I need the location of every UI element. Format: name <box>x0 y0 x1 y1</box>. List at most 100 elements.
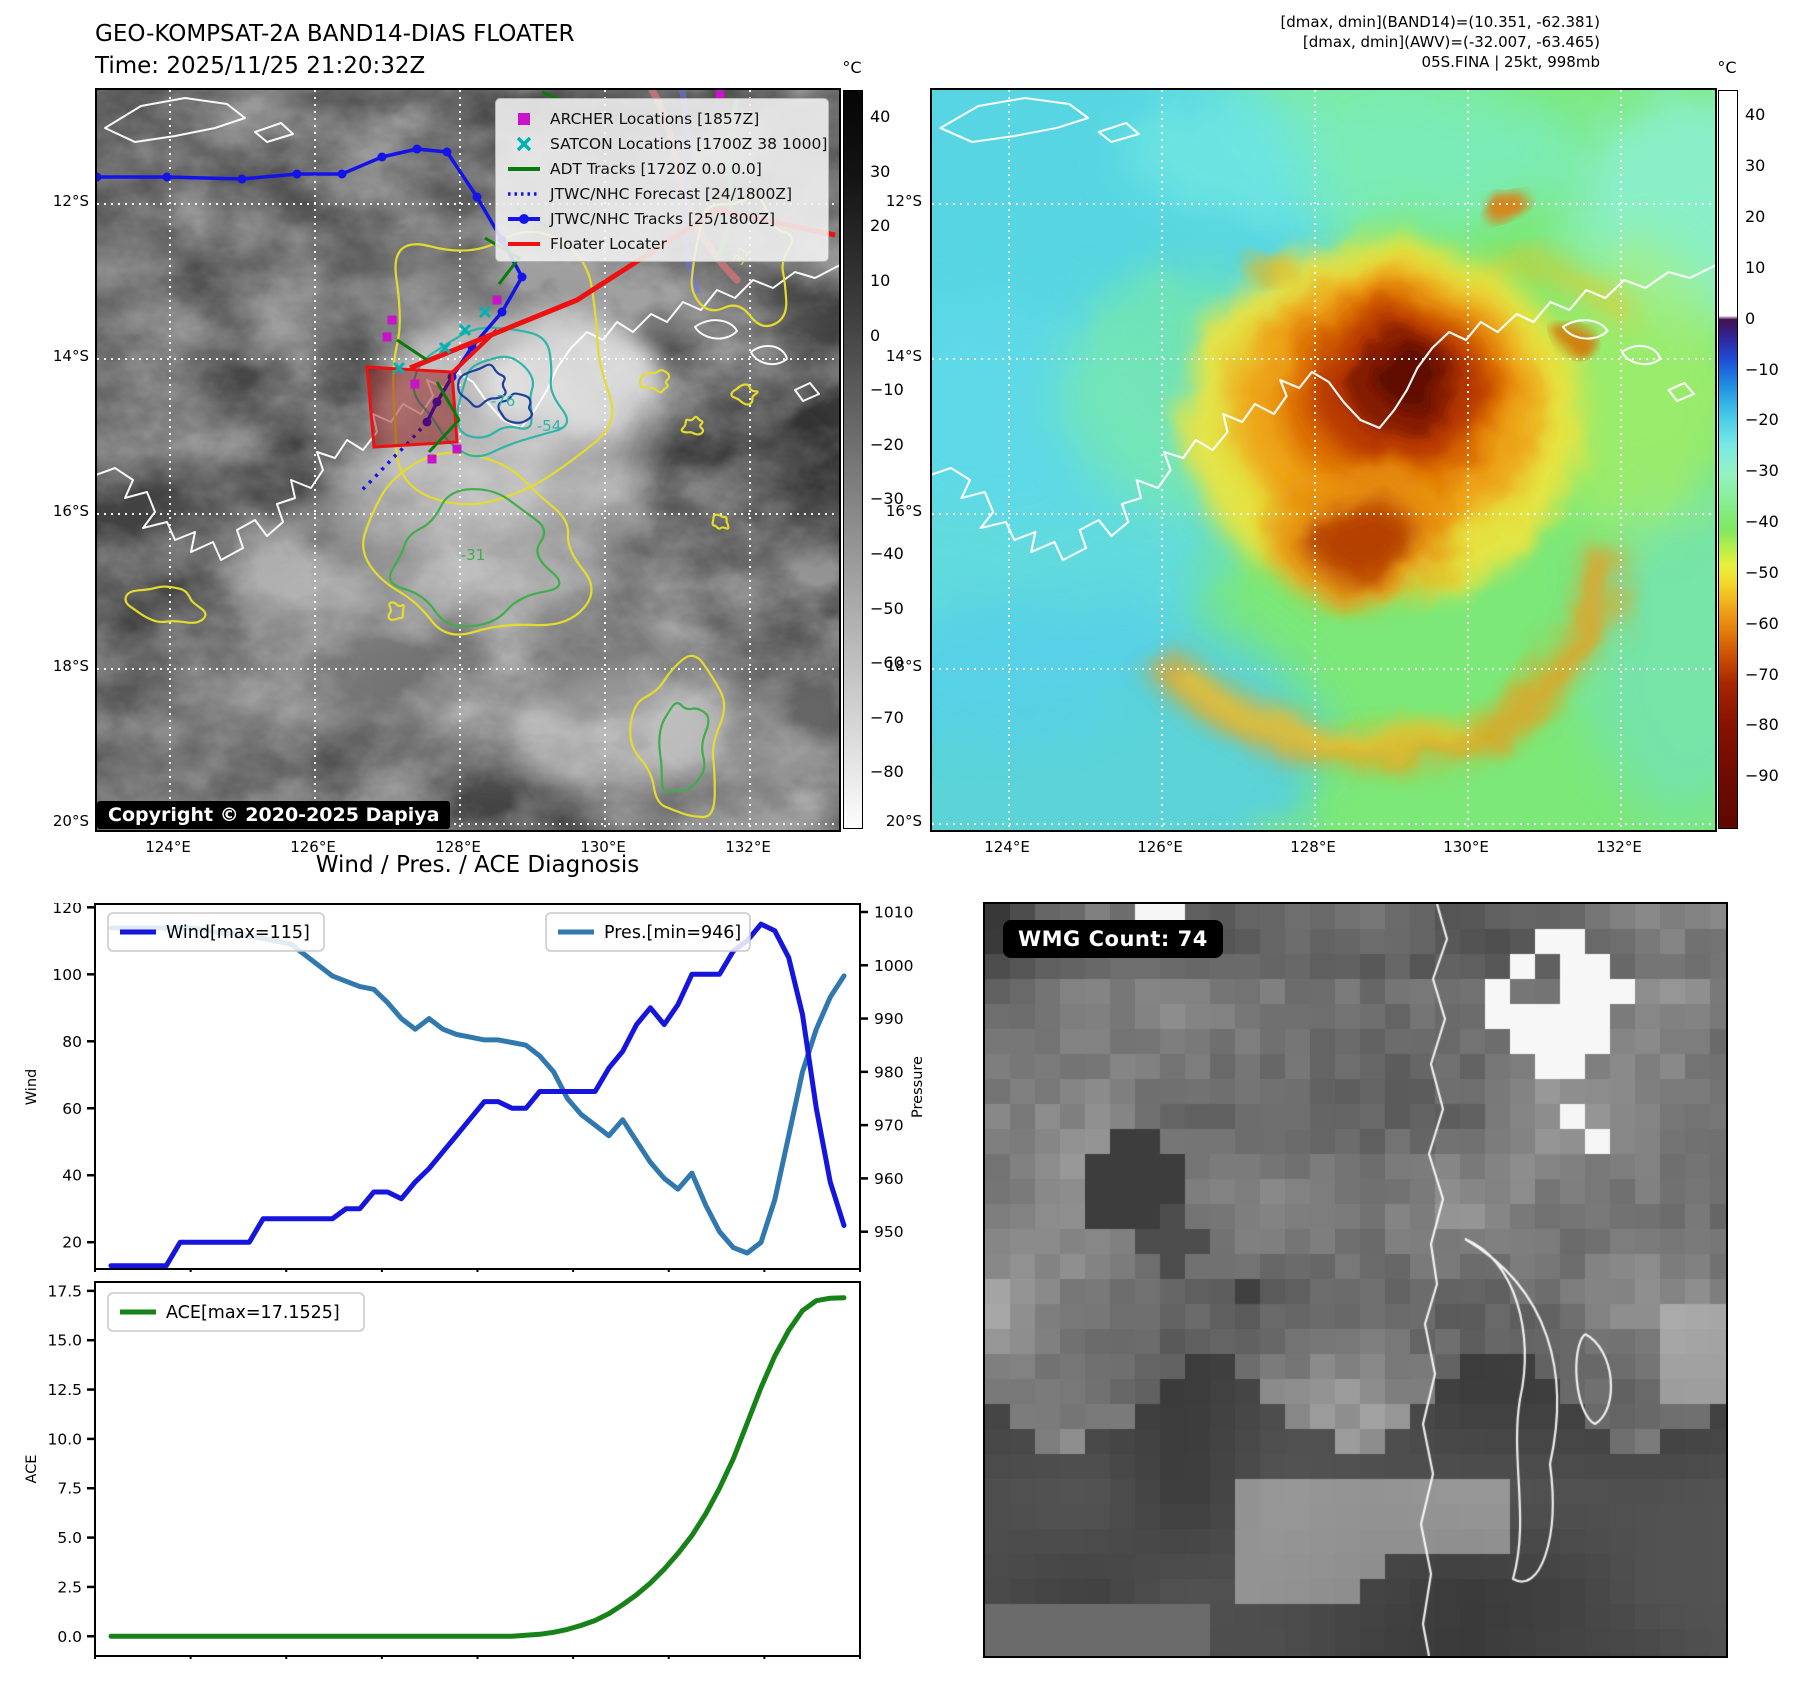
legend-item: JTWC/NHC Forecast [24/1800Z] <box>506 181 828 206</box>
x-axis-tick-label: 124°E <box>984 838 1030 856</box>
chart-tick-label: 10.0 <box>47 1430 82 1448</box>
chart-legend-label: Pres.[min=946] <box>604 923 741 943</box>
colorbar-tick-label: 10 <box>1745 257 1766 277</box>
colorbar-tick-label: −10 <box>1745 359 1779 379</box>
legend-item: ADT Tracks [1720Z 0.0 0.0] <box>506 156 828 181</box>
chart-tick-label: 960 <box>874 1170 904 1188</box>
colorbar-tick-label: 40 <box>1745 105 1766 125</box>
colorbar-tick-label: −90 <box>1745 766 1779 786</box>
colorbar-tick-label: −50 <box>1745 562 1779 582</box>
chart-tick-label: 970 <box>874 1117 904 1135</box>
wind-axis-label: Wind <box>24 1069 40 1105</box>
legend-item-label: SATCON Locations [1700Z 38 1000] <box>550 134 828 153</box>
y-axis-tick-label: 14°S <box>885 347 922 365</box>
annotation-storm-status: 05S.FINA | 25kt, 998mb <box>1421 53 1600 71</box>
x-axis-tick-label: 130°E <box>580 838 626 856</box>
y-axis-tick-label: 12°S <box>885 192 922 210</box>
colorbar-tick-label: −80 <box>870 762 904 782</box>
chart-tick-label: 17.5 <box>47 1282 82 1300</box>
legend-item: Floater Locater <box>506 231 828 256</box>
x-axis-tick-label: 132°E <box>725 838 771 856</box>
awv-storm-core <box>1149 192 1644 768</box>
colorbar-tick-label: −20 <box>1745 410 1779 430</box>
colorbar-tick-label: −50 <box>870 598 904 618</box>
colorbar-tick-label: 30 <box>870 161 891 181</box>
awv-colorbar <box>1718 90 1738 829</box>
square-legend-marker-icon <box>518 112 530 125</box>
copyright-badge: Copyright © 2020-2025 Dapiya <box>97 801 451 829</box>
x-axis-tick-label: 130°E <box>1443 838 1489 856</box>
y-axis-tick-label: 16°S <box>885 502 922 520</box>
wmg-count-map: WMG Count: 74 <box>983 902 1728 1658</box>
annotation-awv-range: [dmax, dmin](AWV)=(-32.007, -63.465) <box>1302 33 1600 51</box>
chart-tick-label: 12.5 <box>47 1381 82 1399</box>
colorbar-tick-label: −40 <box>870 544 904 564</box>
colorbar-tick-label: −60 <box>1745 613 1779 633</box>
legend-item: SATCON Locations [1700Z 38 1000] <box>506 131 828 156</box>
chart-tick-label: 40 <box>62 1167 82 1185</box>
x-axis-tick-label: 128°E <box>1290 838 1336 856</box>
ace-chart: 0.0 2.5 5.0 7.5 10.0 12.5 15.0 17.5 ACE ACE[max=1… <box>24 1281 861 1659</box>
dotted-legend-marker-icon <box>508 191 540 196</box>
diagnosis-title: Wind / Pres. / ACE Diagnosis <box>315 852 640 878</box>
chart-legend-label: Wind[max=115] <box>166 923 310 943</box>
chart-tick-label: 120 <box>52 903 82 917</box>
chart-tick-label: 15.0 <box>47 1332 82 1350</box>
band14-satellite-map: -76-54-3131 ARCHER Locations [1857Z]SATC… <box>95 88 841 832</box>
colorbar-tick-label: −10 <box>870 380 904 400</box>
colorbar-tick-label: 30 <box>1745 156 1766 176</box>
y-axis-tick-label: 12°S <box>52 192 89 210</box>
colorbar-tick-label: −20 <box>870 434 904 454</box>
colorbar-tick-label: −30 <box>870 489 904 509</box>
y-axis-tick-label: 18°S <box>885 657 922 675</box>
chart-tick-label: 2.5 <box>57 1578 82 1596</box>
pressure-axis-label: Pressure <box>910 1056 926 1118</box>
y-axis-tick-label: 14°S <box>52 347 89 365</box>
colorbar-tick-label: 20 <box>1745 207 1766 227</box>
chart-tick-label: 20 <box>62 1234 82 1252</box>
x-axis-tick-label: 126°E <box>1137 838 1183 856</box>
legend-item: JTWC/NHC Tracks [25/1800Z] <box>506 206 828 231</box>
x-axis-tick-label: 128°E <box>435 838 481 856</box>
awv-colorbar-unit: °C <box>1717 58 1737 77</box>
awv-satellite-map <box>930 88 1717 832</box>
chart-tick-label: 60 <box>62 1100 82 1118</box>
legend-item-label: ADT Tracks [1720Z 0.0 0.0] <box>550 159 762 178</box>
chart-tick-label: 950 <box>874 1223 904 1241</box>
legend-item-label: Floater Locater <box>550 234 667 253</box>
line-legend-marker-icon <box>508 166 540 171</box>
colorbar-tick-label: 0 <box>870 325 881 345</box>
title-block: GEO-KOMPSAT-2A BAND14-DIAS FLOATER Time:… <box>95 18 575 82</box>
wmg-pixel-image <box>985 904 1726 1656</box>
legend-item-label: ARCHER Locations [1857Z] <box>550 109 760 128</box>
line-dot-legend-marker-icon <box>508 213 540 224</box>
x-axis-tick-label: 132°E <box>1596 838 1642 856</box>
chart-tick-label: 1010 <box>874 903 913 921</box>
line-legend-marker-icon <box>508 241 540 246</box>
legend-item-label: JTWC/NHC Forecast [24/1800Z] <box>550 184 793 203</box>
band14-map-legend: ARCHER Locations [1857Z] SATCON Locations… <box>495 98 829 262</box>
chart-tick-label: 7.5 <box>57 1480 82 1498</box>
y-axis-tick-label: 16°S <box>52 502 89 520</box>
chart-tick-label: 980 <box>874 1063 904 1081</box>
y-axis-tick-label: 20°S <box>52 812 89 830</box>
chart-tick-label: 0.0 <box>57 1628 82 1646</box>
band14-colorbar-unit: °C <box>842 58 862 77</box>
chart-tick-label: 100 <box>52 966 82 984</box>
x-legend-marker-icon <box>516 136 532 151</box>
ace-axis-label: ACE <box>24 1455 40 1484</box>
awv-gridlines <box>932 90 1715 830</box>
wind-pressure-chart: 20 40 60 80 100 120 950 960 970 980 990 1000 1010 Win… <box>24 903 926 1272</box>
chart-tick-label: 1000 <box>874 957 913 975</box>
legend-item-label: JTWC/NHC Tracks [25/1800Z] <box>550 209 776 228</box>
colorbar-tick-label: −30 <box>1745 461 1779 481</box>
page-subtitle-time: Time: 2025/11/25 21:20:32Z <box>95 53 426 79</box>
contour-value-label: -76 <box>491 392 516 410</box>
band14-coastline <box>97 97 839 561</box>
colorbar-tick-label: 10 <box>870 271 891 291</box>
awv-satellite-image <box>932 90 1715 830</box>
x-axis-tick-label: 126°E <box>290 838 336 856</box>
colorbar-tick-label: −70 <box>870 707 904 727</box>
wmg-count-badge: WMG Count: 74 <box>1003 920 1223 958</box>
